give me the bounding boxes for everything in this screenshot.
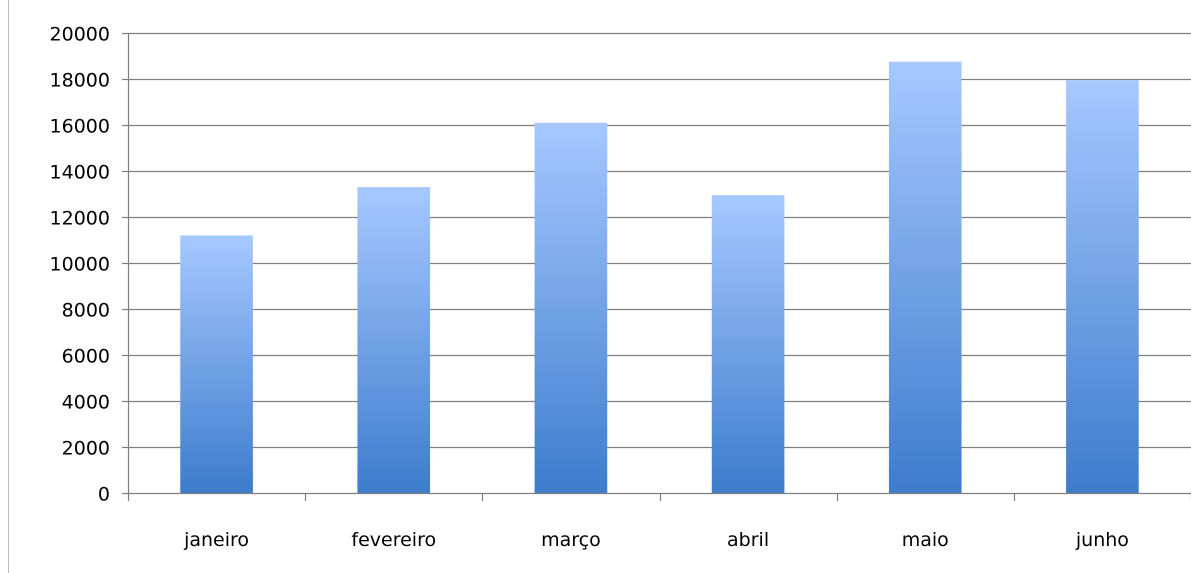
bar-fevereiro bbox=[357, 187, 430, 493]
bar-junho bbox=[1066, 80, 1139, 493]
x-tick-label: janeiro bbox=[183, 529, 249, 551]
x-tick-label: fevereiro bbox=[351, 529, 436, 551]
bar-março bbox=[535, 123, 608, 493]
bar-abril bbox=[712, 195, 785, 493]
y-tick-label: 10000 bbox=[50, 254, 110, 276]
bar-maio bbox=[889, 62, 962, 493]
y-tick-label: 6000 bbox=[62, 346, 110, 368]
y-tick-labels: 0 2000 4000 6000 8000 10000 12000 14000 16000 180… bbox=[50, 24, 110, 506]
gridlines bbox=[128, 34, 1191, 448]
y-tick-label: 0 bbox=[98, 484, 110, 506]
y-tick-label: 18000 bbox=[50, 70, 110, 92]
y-tick-label: 14000 bbox=[50, 162, 110, 184]
axes bbox=[122, 33, 1191, 501]
x-tick-label: março bbox=[541, 529, 601, 551]
y-tick-label: 2000 bbox=[62, 438, 110, 460]
y-tick-label: 8000 bbox=[62, 300, 110, 322]
x-tick-labels: janeiro fevereiro março abril maio junho bbox=[183, 529, 1129, 551]
y-tick-label: 4000 bbox=[62, 392, 110, 414]
x-tick-label: junho bbox=[1075, 529, 1129, 551]
x-tick-label: abril bbox=[727, 529, 769, 551]
bars bbox=[180, 62, 1138, 493]
bar-janeiro bbox=[180, 235, 253, 493]
y-tick-label: 16000 bbox=[50, 116, 110, 138]
x-tick-label: maio bbox=[902, 529, 949, 551]
y-tick-label: 12000 bbox=[50, 208, 110, 230]
y-tick-label: 20000 bbox=[50, 24, 110, 46]
